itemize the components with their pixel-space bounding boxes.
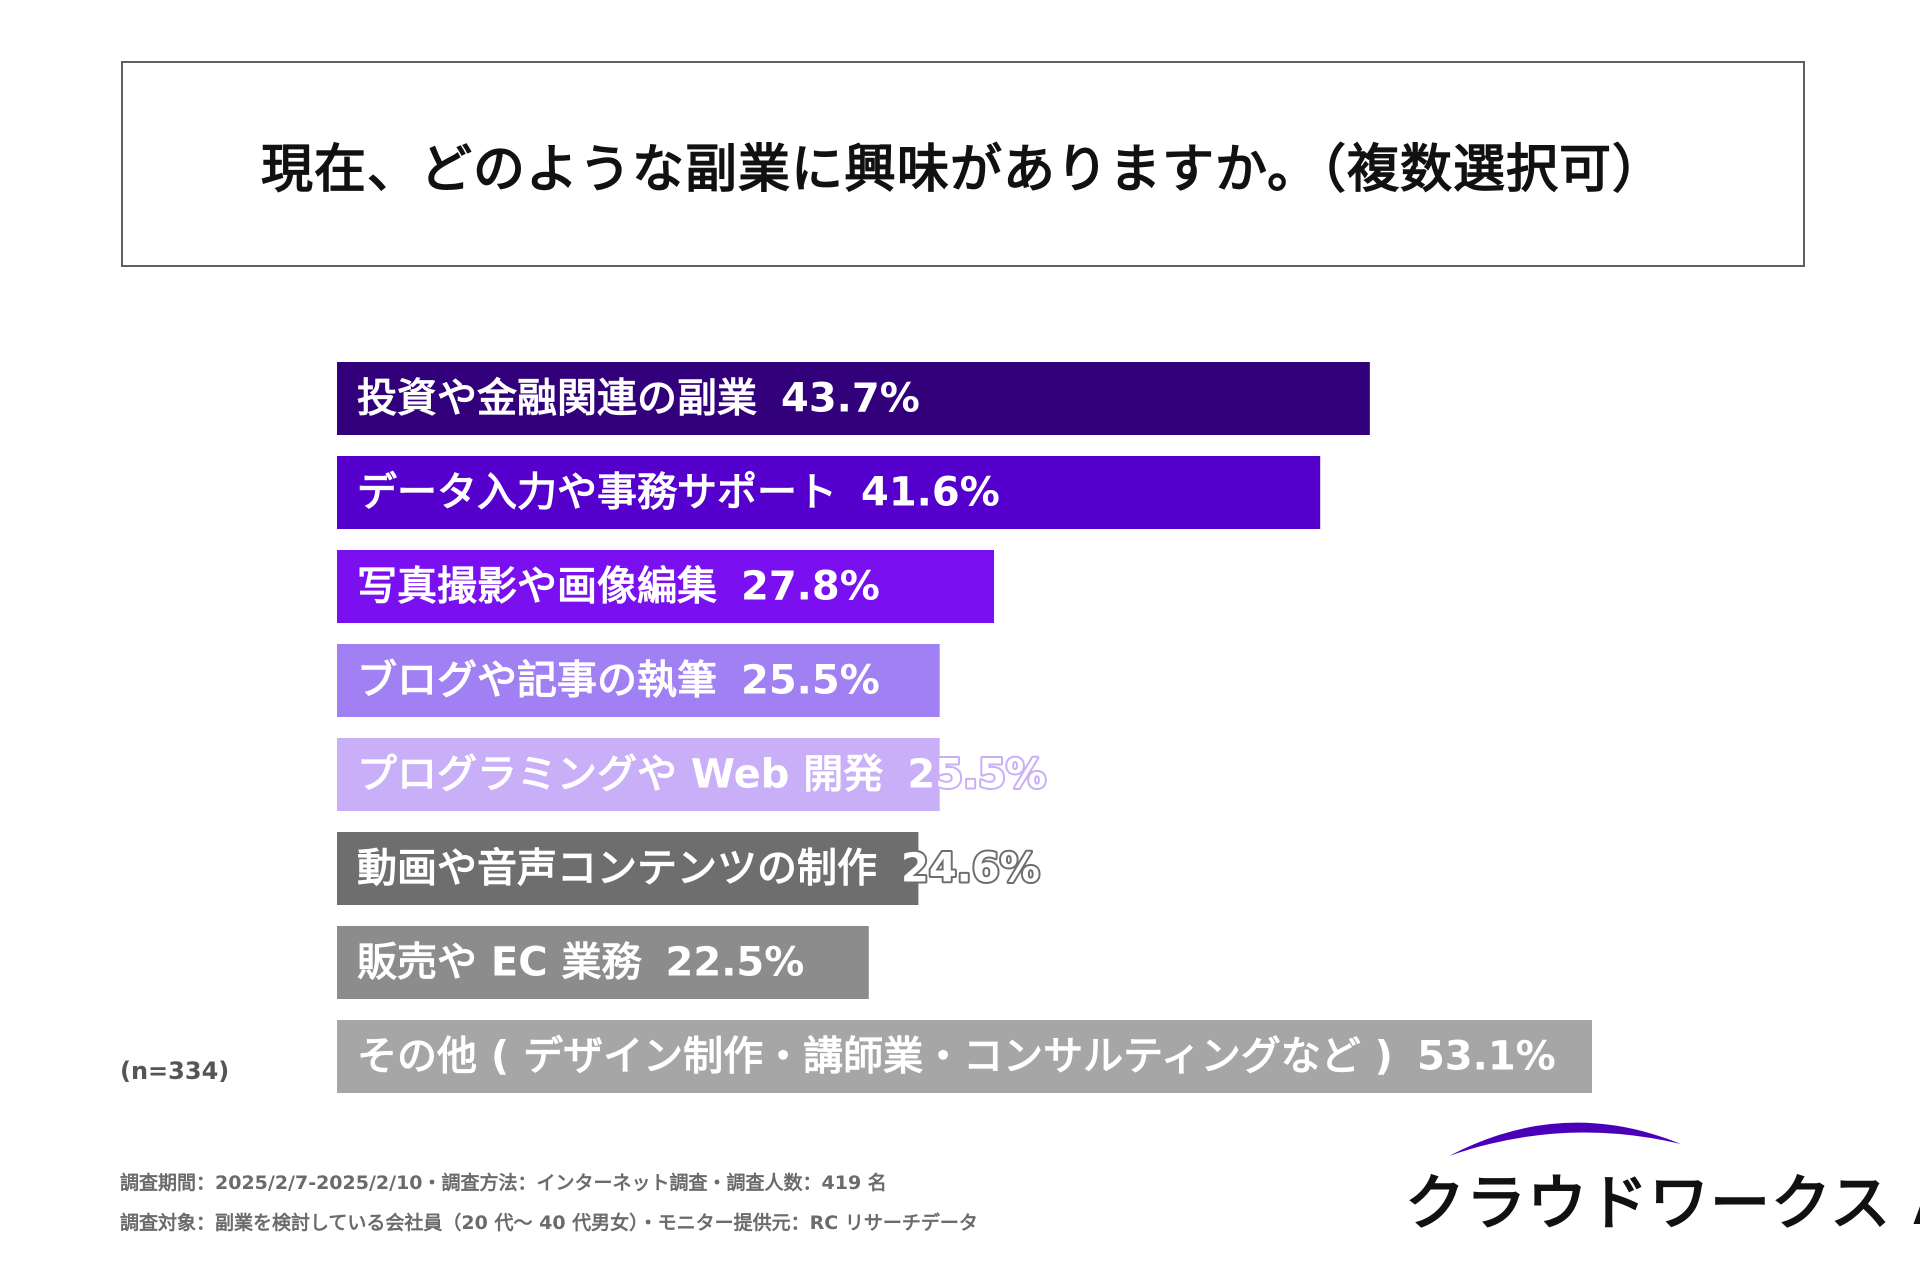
value-label: 53.1%	[1417, 1034, 1556, 1080]
bar-label-2: データ入力や事務サポート 41.6%	[357, 470, 1000, 516]
category-label: プログラミングや Web 開発	[357, 752, 884, 798]
value-label: 43.7%	[781, 376, 920, 422]
value-label: 27.8%	[741, 564, 880, 610]
sample-size: (n=334)	[120, 1057, 230, 1085]
crowdworks-ai-logo: クラウドワークス AI	[1405, 1110, 1920, 1240]
bar-label-1: 投資や金融関連の副業 43.7%	[357, 376, 920, 422]
value-label: 22.5%	[666, 940, 805, 986]
bar-3	[337, 550, 995, 623]
category-label: 投資や金融関連の副業	[357, 376, 757, 422]
category-label: その他 ( デザイン制作・講師業・コンサルティングなど )	[357, 1034, 1393, 1080]
footnote-survey-period: 調査期間：2025/2/7-2025/2/10・調査方法：インターネット調査・調…	[120, 1172, 887, 1194]
footnotes: 調査期間：2025/2/7-2025/2/10・調査方法：インターネット調査・調…	[120, 1163, 978, 1243]
value-label: 25.5%	[741, 658, 880, 704]
bar-label-5: プログラミングや Web 開発 25.5%	[357, 752, 1046, 798]
category-label: 写真撮影や画像編集	[357, 564, 717, 610]
logo-arc-icon	[1449, 1122, 1681, 1156]
bar-2	[337, 456, 1321, 529]
bar-label-4: ブログや記事の執筆 25.5%	[357, 658, 880, 704]
bar-4	[337, 644, 940, 717]
category-label: データ入力や事務サポート	[357, 470, 837, 516]
bar-6	[337, 832, 919, 905]
category-label: 動画や音声コンテンツの制作	[357, 846, 877, 892]
bar-8	[337, 1020, 1592, 1093]
value-label: 24.6%	[901, 846, 1040, 892]
bar-label-8: その他 ( デザイン制作・講師業・コンサルティングなど ) 53.1%	[357, 1034, 1556, 1080]
logo-text: クラウドワークス AI	[1405, 1169, 1920, 1239]
footnote-survey-target: 調査対象：副業を検討している会社員（20 代～ 40 代男女）・モニター提供元：…	[120, 1212, 978, 1234]
bar-1	[337, 362, 1370, 435]
bar-5	[337, 738, 940, 811]
chart-title: 現在、どのような副業に興味がありますか。（複数選択可）	[261, 139, 1665, 200]
bar-label-6: 動画や音声コンテンツの制作 24.6%	[357, 846, 1040, 892]
value-label: 41.6%	[861, 470, 1000, 516]
bar-7	[337, 926, 869, 999]
title-box: 現在、どのような副業に興味がありますか。（複数選択可）	[121, 61, 1805, 267]
category-label: 販売や EC 業務	[357, 940, 643, 986]
value-label: 25.5%	[907, 752, 1046, 798]
bar-label-7: 販売や EC 業務 22.5%	[357, 940, 804, 986]
bar-label-3: 写真撮影や画像編集 27.8%	[357, 564, 880, 610]
category-label: ブログや記事の執筆	[357, 658, 717, 704]
